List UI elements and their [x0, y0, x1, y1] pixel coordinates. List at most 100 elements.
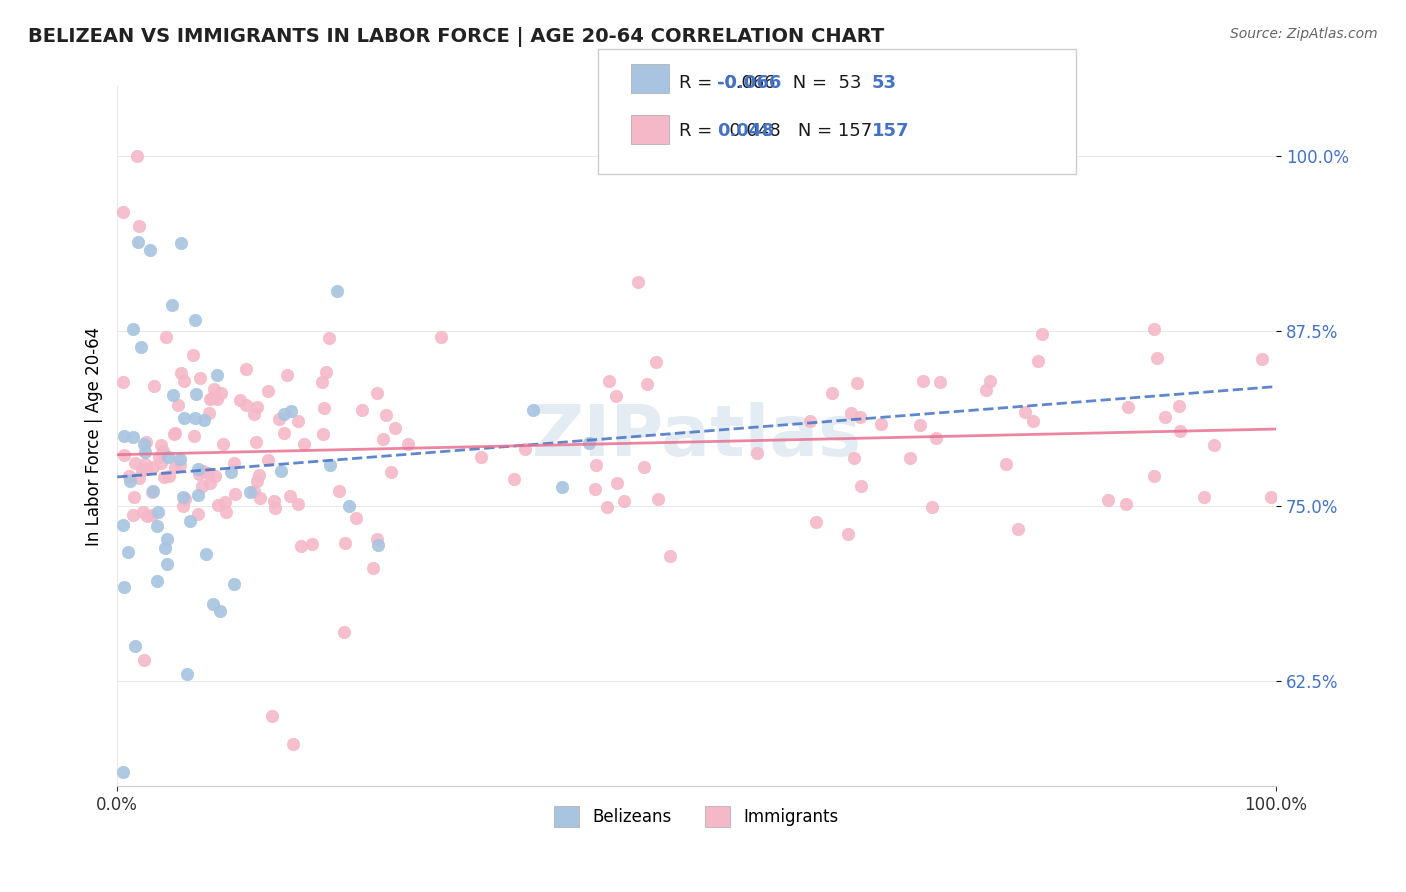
Point [128, 471, 150, 485]
Point [224, 456, 246, 470]
Point [211, 436, 233, 450]
Point [290, 539, 312, 553]
Point [515, 442, 537, 456]
Point [837, 527, 859, 541]
Point [384, 420, 406, 434]
Point [979, 374, 1001, 388]
Point [636, 376, 658, 391]
Point [156, 532, 179, 546]
Point [1204, 437, 1226, 451]
Point [162, 388, 184, 402]
Point [187, 507, 209, 521]
Point [613, 494, 636, 508]
Point [911, 374, 934, 388]
Point [503, 472, 526, 486]
Text: BELIZEAN VS IMMIGRANTS IN LABOR FORCE | AGE 20-64 CORRELATION CHART: BELIZEAN VS IMMIGRANTS IN LABOR FORCE | … [28, 27, 884, 46]
Point [204, 469, 226, 483]
Point [280, 489, 302, 503]
Point [287, 497, 309, 511]
Point [187, 462, 209, 476]
Text: Source: ZipAtlas.com: Source: ZipAtlas.com [1230, 27, 1378, 41]
Point [224, 486, 246, 500]
Point [131, 462, 153, 476]
Text: R = -0.066   N =  53: R = -0.066 N = 53 [679, 74, 862, 92]
Point [141, 508, 163, 522]
Point [333, 624, 356, 639]
Point [170, 367, 193, 381]
Point [1260, 490, 1282, 504]
Point [257, 384, 280, 398]
Point [121, 321, 143, 335]
Point [128, 219, 150, 234]
Point [627, 275, 650, 289]
Y-axis label: In Labor Force | Age 20-64: In Labor Force | Age 20-64 [86, 326, 103, 546]
Point [344, 511, 367, 525]
Point [214, 494, 236, 508]
Point [111, 518, 134, 533]
Point [172, 491, 194, 505]
Legend: Belizeans, Immigrants: Belizeans, Immigrants [548, 800, 845, 833]
Point [311, 375, 333, 389]
Point [122, 508, 145, 523]
Point [150, 438, 173, 452]
Point [197, 406, 219, 420]
Point [644, 355, 666, 369]
Point [315, 365, 337, 379]
Point [283, 737, 305, 751]
Point [273, 407, 295, 421]
Point [908, 417, 931, 432]
Point [605, 389, 627, 403]
Point [522, 403, 544, 417]
Point [352, 403, 374, 417]
Point [205, 368, 228, 382]
Point [366, 532, 388, 546]
Point [318, 331, 340, 345]
Point [141, 484, 163, 499]
Point [152, 470, 174, 484]
Point [430, 330, 453, 344]
Text: 0.048: 0.048 [717, 122, 775, 140]
Point [184, 387, 207, 401]
Point [1143, 321, 1166, 335]
Point [124, 456, 146, 470]
Point [201, 392, 224, 406]
Point [1097, 492, 1119, 507]
Point [249, 491, 271, 505]
Point [633, 459, 655, 474]
Point [179, 514, 201, 528]
Point [339, 500, 361, 514]
Point [219, 465, 242, 479]
Point [328, 483, 350, 498]
Point [131, 505, 153, 519]
Text: R =   0.048   N = 157: R = 0.048 N = 157 [679, 122, 872, 140]
Point [333, 536, 356, 550]
Point [198, 392, 221, 407]
Point [247, 467, 270, 482]
Point [264, 500, 287, 515]
Point [585, 458, 607, 473]
Point [163, 427, 186, 442]
Point [150, 456, 173, 470]
Point [596, 500, 619, 514]
Point [183, 429, 205, 443]
Point [215, 505, 238, 519]
Point [120, 475, 142, 489]
Point [367, 538, 389, 552]
Point [319, 458, 342, 473]
Point [870, 417, 893, 431]
Point [246, 400, 269, 414]
Point [1194, 491, 1216, 505]
Point [1031, 326, 1053, 341]
Point [276, 368, 298, 382]
Point [925, 431, 948, 445]
Point [606, 476, 628, 491]
Point [1007, 522, 1029, 536]
Text: 157: 157 [872, 122, 910, 140]
Text: ZIPatlas: ZIPatlas [531, 401, 862, 471]
Point [112, 580, 135, 594]
Point [167, 398, 190, 412]
Point [1251, 351, 1274, 366]
Point [163, 459, 186, 474]
Point [366, 386, 388, 401]
Point [647, 492, 669, 507]
